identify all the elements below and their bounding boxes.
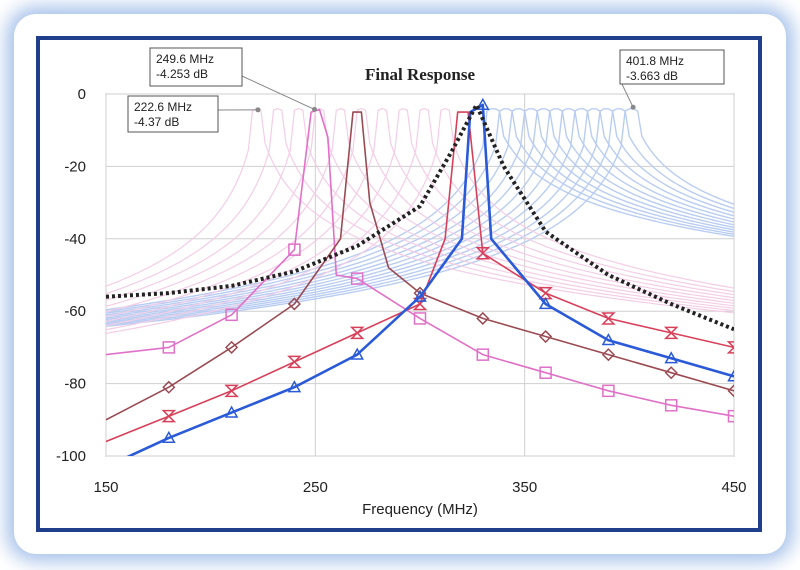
- annotation-box: 222.6 MHz-4.37 dB: [127, 95, 261, 133]
- data-point: [162, 380, 176, 394]
- x-tick-label: 250: [303, 479, 328, 496]
- data-point: [287, 380, 302, 393]
- data-point: [601, 348, 615, 362]
- y-tick-label: 0: [78, 86, 86, 103]
- data-point: [412, 297, 428, 311]
- annotation-point: [255, 107, 261, 113]
- series-path: [126, 103, 734, 456]
- annotation-box: 401.8 MHz-3.663 dB: [619, 49, 725, 110]
- data-point: [663, 326, 679, 340]
- series-path: [106, 111, 734, 443]
- y-tick-label: -40: [64, 231, 86, 248]
- sweep-curve-pink: [106, 107, 734, 331]
- data-point: [726, 341, 734, 354]
- data-point: [476, 311, 490, 326]
- annotation-leader: [241, 75, 315, 110]
- data-point: [287, 355, 302, 369]
- series-path: [106, 111, 734, 421]
- data-point: [664, 399, 678, 412]
- sweep-curve-blue: [106, 108, 734, 326]
- sweep-curve-pink: [106, 107, 734, 334]
- data-point: [350, 347, 364, 360]
- data-point: [413, 289, 427, 302]
- data-point: [287, 297, 301, 311]
- series-line: [106, 102, 734, 332]
- annotation-frequency: 222.6 MHz: [134, 100, 192, 114]
- annotation-level: -4.37 dB: [134, 115, 179, 129]
- data-point: [476, 97, 490, 111]
- sweep-curve-blue: [106, 108, 734, 313]
- data-point: [539, 329, 553, 344]
- data-point: [224, 405, 239, 418]
- annotation-frequency: 401.8 MHz: [626, 54, 684, 68]
- sweep-curve-blue: [106, 108, 734, 321]
- x-tick-label: 350: [512, 479, 537, 496]
- data-point: [288, 243, 301, 256]
- sweep-curve-blue: [106, 108, 734, 322]
- data-point: [349, 326, 365, 340]
- sweep-curve-blue: [106, 108, 734, 325]
- data-point: [601, 312, 616, 325]
- data-point: [475, 247, 491, 260]
- data-point: [350, 272, 364, 285]
- data-point: [224, 384, 239, 398]
- annotation-frame: [619, 49, 725, 85]
- sweep-curve-blue: [106, 108, 734, 323]
- data-point: [727, 384, 734, 398]
- data-point: [162, 341, 176, 354]
- series-line: [106, 108, 734, 423]
- chart-title: Final Response: [365, 65, 475, 84]
- sweep-curve-blue: [106, 108, 734, 311]
- data-point: [413, 312, 427, 325]
- sweep-curve-pink: [106, 107, 734, 327]
- series-line: [106, 111, 734, 443]
- x-tick-label: 150: [93, 479, 118, 496]
- sweep-curve-pink: [106, 107, 734, 307]
- annotation-level: -3.663 dB: [626, 69, 678, 83]
- series-line: [126, 97, 734, 456]
- data-point: [538, 296, 553, 310]
- y-tick-label: -80: [64, 376, 86, 393]
- annotation-leader: [619, 79, 634, 108]
- annotation-point: [311, 106, 317, 112]
- annotation-frequency: 249.6 MHz: [156, 52, 214, 66]
- tick-labels: 150 250 350 450 0 -20 -40 -60 -80 -100: [56, 86, 747, 496]
- series-group: [106, 97, 734, 456]
- data-point: [162, 430, 176, 444]
- data-point: [727, 409, 734, 423]
- data-point: [161, 409, 177, 423]
- sweep-curve-blue: [106, 108, 734, 318]
- sweep-curve-pink: [106, 107, 734, 314]
- data-point: [727, 369, 734, 382]
- y-tick-label: -20: [64, 158, 86, 175]
- data-point: [225, 340, 239, 354]
- x-tick-label: 450: [721, 479, 746, 496]
- annotation-point: [630, 104, 636, 110]
- y-tick-label: -100: [56, 448, 86, 465]
- x-axis-label: Frequency (MHz): [362, 501, 478, 518]
- data-point: [664, 351, 678, 364]
- sweep-curve-blue: [106, 108, 734, 316]
- background-sweep-curves: [106, 107, 734, 334]
- annotation-frame: [127, 95, 219, 133]
- sweep-curve-pink: [106, 107, 734, 312]
- series-path: [106, 108, 734, 417]
- data-point: [225, 308, 238, 322]
- sweep-curve-pink: [106, 107, 734, 322]
- data-point: [601, 333, 616, 346]
- annotation-frame: [149, 47, 243, 87]
- data-point: [539, 366, 552, 379]
- envelope-curve: [106, 102, 734, 332]
- sweep-curve-pink: [106, 107, 734, 313]
- data-point: [602, 384, 615, 398]
- data-point: [476, 348, 490, 361]
- data-point: [664, 366, 678, 380]
- sweep-curve-blue: [106, 108, 734, 327]
- y-tick-label: -60: [64, 303, 86, 320]
- annotation-level: -4.253 dB: [156, 67, 208, 81]
- sweep-curve-pink: [106, 107, 734, 309]
- annotation-box: 249.6 MHz-4.253 dB: [149, 47, 317, 112]
